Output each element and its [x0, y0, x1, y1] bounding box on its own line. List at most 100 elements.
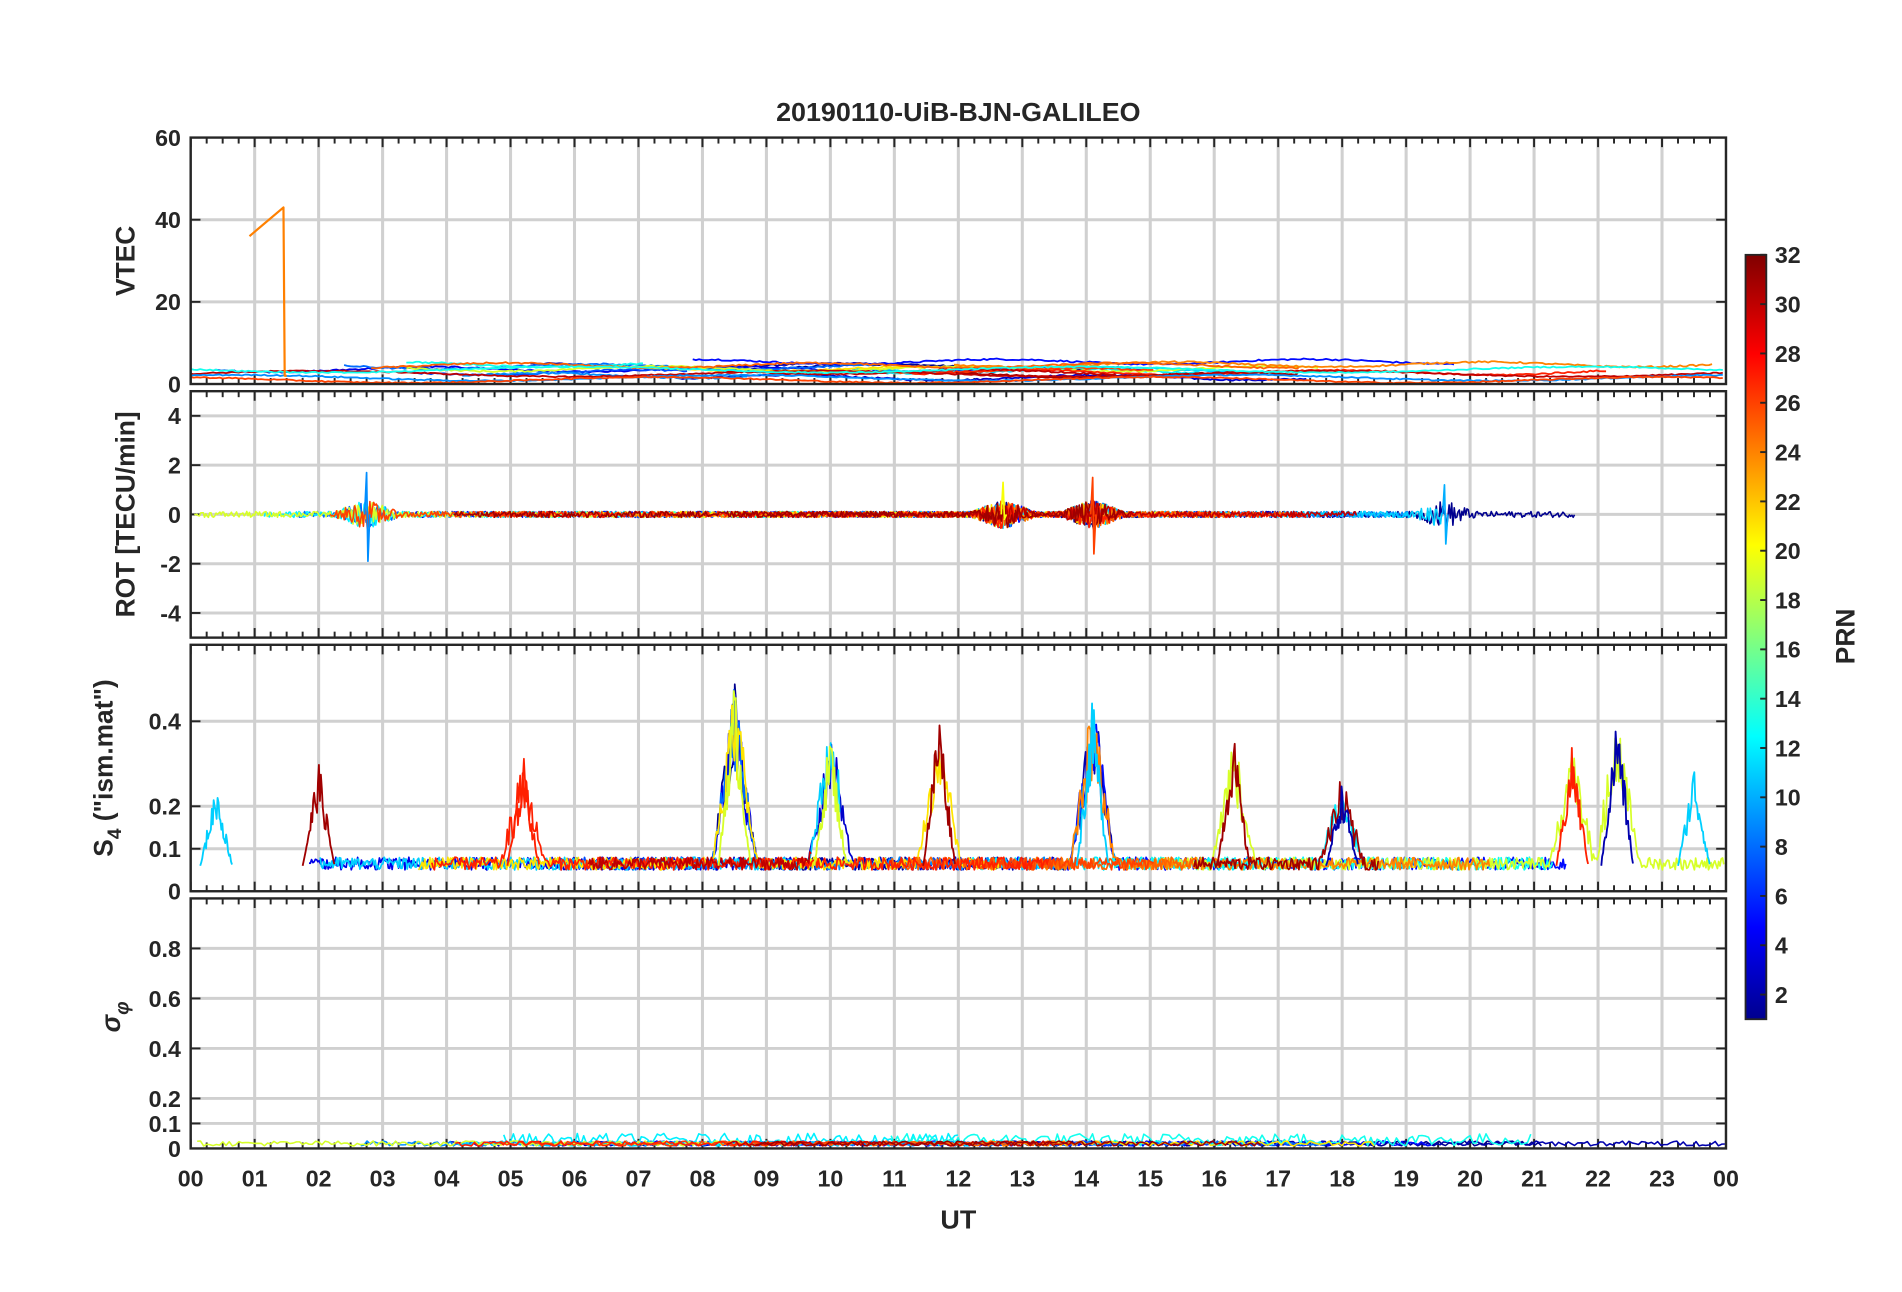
s4-peak-series	[1677, 771, 1711, 866]
s4-series	[730, 754, 1090, 871]
s4-series	[587, 851, 812, 871]
x-axis-ticks: 00 01 02 03 04 05 06 07 08 09 10 11 12 13 14 15 16 17 18 19…	[178, 1166, 1739, 1192]
colorbar-tick-label: 28	[1775, 341, 1801, 367]
sigma-phi-panel: 00.10.2 0.4 0.6 0.8 σφ	[96, 897, 1728, 1162]
y-axis-label: ROT [TECU/min]	[110, 411, 140, 617]
y-tick-label: 0	[168, 879, 181, 905]
x-tick-label: 16	[1201, 1166, 1227, 1192]
s4-peak-series	[199, 797, 233, 867]
s4-peak-series	[1325, 785, 1359, 867]
vtec-series	[190, 373, 1723, 383]
s4-peak-series	[922, 724, 956, 866]
y-tick-label: 20	[155, 289, 181, 315]
vtec-spike-series	[248, 206, 287, 377]
y-tick-label: 0.4	[149, 709, 182, 735]
colorbar-tick-label: 30	[1775, 292, 1801, 318]
vtec-series	[371, 361, 1300, 370]
y-tick-label: 2	[168, 453, 181, 479]
colorbar-tick-label: 4	[1775, 933, 1788, 959]
colorbar-label: PRN	[1830, 609, 1860, 665]
x-tick-label: 23	[1649, 1166, 1675, 1192]
y-tick-label: -4	[160, 601, 181, 627]
s4-peak-series	[1216, 742, 1251, 866]
colorbar-tick-label: 14	[1775, 686, 1801, 712]
s4-peak-series	[813, 745, 848, 866]
panel-frame	[189, 643, 1728, 893]
rot-peak-series	[1441, 484, 1449, 545]
colorbar-tick-label: 18	[1775, 588, 1801, 614]
rot-series	[329, 500, 527, 530]
colorbar-gradient	[1744, 253, 1768, 1021]
x-tick-label: 04	[434, 1166, 460, 1192]
s4-series	[970, 799, 1380, 871]
y-tick-label: 40	[155, 207, 181, 233]
colorbar-tick-label: 16	[1775, 637, 1801, 663]
x-tick-label: 18	[1329, 1166, 1355, 1192]
rot-peak-series	[1089, 476, 1097, 555]
x-tick-label: 06	[562, 1166, 588, 1192]
s4-peak-series	[1075, 702, 1110, 866]
panel-frame	[189, 136, 1728, 386]
x-tick-label: 17	[1265, 1166, 1291, 1192]
x-tick-label: 02	[306, 1166, 332, 1192]
x-tick-label: 12	[945, 1166, 971, 1192]
x-tick-label: 19	[1393, 1166, 1419, 1192]
y-tick-label: 0	[168, 1136, 181, 1162]
rot-panel: -4 -2 0 2 4 ROT [TECU/min]	[110, 389, 1728, 639]
s4-series	[1025, 725, 1491, 871]
y-tick-label: 0.1	[149, 1111, 182, 1137]
y-tick-label: 0.1	[149, 836, 182, 862]
s4-peak-series	[1555, 747, 1589, 866]
x-tick-label: 08	[690, 1166, 716, 1192]
x-tick-label: 14	[1073, 1166, 1099, 1192]
vtec-series	[190, 375, 1723, 385]
y-tick-label: 60	[155, 125, 181, 151]
s4-series	[1193, 781, 1380, 871]
x-tick-label: 20	[1457, 1166, 1483, 1192]
colorbar-tick-label: 6	[1775, 884, 1788, 910]
x-tick-label: 13	[1009, 1166, 1035, 1192]
vtec-panel: 0 20 40 60 VTEC	[110, 125, 1728, 398]
s4-peak-series	[1600, 730, 1634, 866]
colorbar-tick-label: 20	[1775, 538, 1801, 564]
y-axis-label: σφ	[96, 1001, 134, 1032]
x-tick-label: 00	[1713, 1166, 1739, 1192]
x-tick-label: 21	[1521, 1166, 1547, 1192]
colorbar-tick-label: 2	[1775, 982, 1788, 1008]
y-tick-label: 4	[168, 403, 181, 429]
vtec-series	[406, 364, 1319, 373]
colorbar-tick-label: 32	[1775, 242, 1801, 268]
s4-panel: 0 0.1 0.2 0.4 S4 ("ism.mat")	[88, 643, 1728, 905]
colorbar-tick-label: 8	[1775, 834, 1788, 860]
vtec-series	[190, 365, 1723, 375]
sigma-series	[755, 1140, 1262, 1147]
x-tick-label: 09	[754, 1166, 780, 1192]
x-tick-label: 01	[242, 1166, 268, 1192]
y-tick-label: 0	[168, 372, 181, 398]
s4-peak-series	[717, 690, 752, 866]
x-tick-label: 05	[498, 1166, 524, 1192]
x-tick-label: 15	[1137, 1166, 1163, 1192]
colorbar-tick-label: 26	[1775, 390, 1801, 416]
rot-peak-series	[363, 471, 371, 563]
colorbar-tick-label: 10	[1775, 785, 1801, 811]
x-tick-label: 03	[370, 1166, 396, 1192]
y-tick-label: 0.6	[149, 986, 181, 1012]
y-axis-label: S4 ("ism.mat")	[88, 679, 126, 856]
y-tick-label: -2	[160, 551, 181, 577]
x-tick-label: 00	[178, 1166, 204, 1192]
rot-series	[453, 501, 1132, 530]
s4-peak-series	[506, 772, 540, 866]
panel-frame	[189, 897, 1728, 1150]
s4-peak-series	[301, 764, 336, 866]
y-tick-label: 0	[168, 502, 181, 528]
colorbar-tick-label: 24	[1775, 440, 1801, 466]
x-tick-label: 10	[817, 1166, 843, 1192]
y-tick-label: 0.8	[149, 936, 182, 962]
colorbar-tick-label: 22	[1775, 489, 1801, 515]
y-tick-label: 0.2	[149, 1086, 181, 1112]
chart-title: 20190110-UiB-BJN-GALILEO	[776, 97, 1140, 127]
